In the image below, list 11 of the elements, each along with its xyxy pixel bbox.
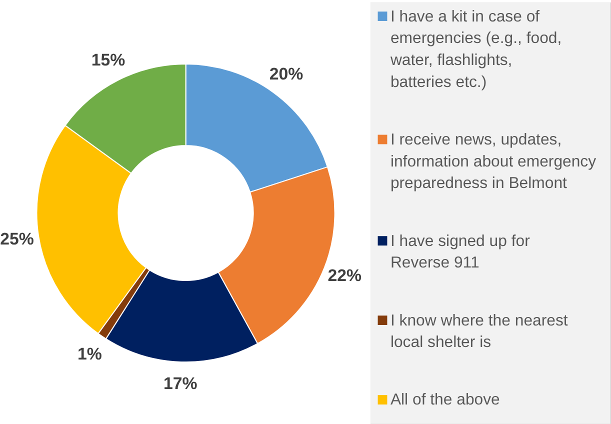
data-label: 15%: [91, 50, 126, 70]
data-label: 20%: [269, 64, 304, 84]
legend-label: I have signed up for Reverse 911: [390, 232, 531, 272]
data-label: 1%: [78, 344, 102, 364]
data-label: 17%: [164, 374, 198, 393]
legend-label: I know where the nearest local shelter is: [390, 312, 568, 352]
legend-label: I have a kit in case of emergencies (e.g., food, water, flashlights, batteries etc.): [389, 8, 562, 91]
data-label: 25%: [0, 230, 34, 249]
legend-label: I receive news, updates, information about emergency preparedness in Belmont: [390, 131, 596, 192]
legend-label: All of the above: [390, 392, 500, 409]
data-label: 22%: [328, 266, 362, 285]
